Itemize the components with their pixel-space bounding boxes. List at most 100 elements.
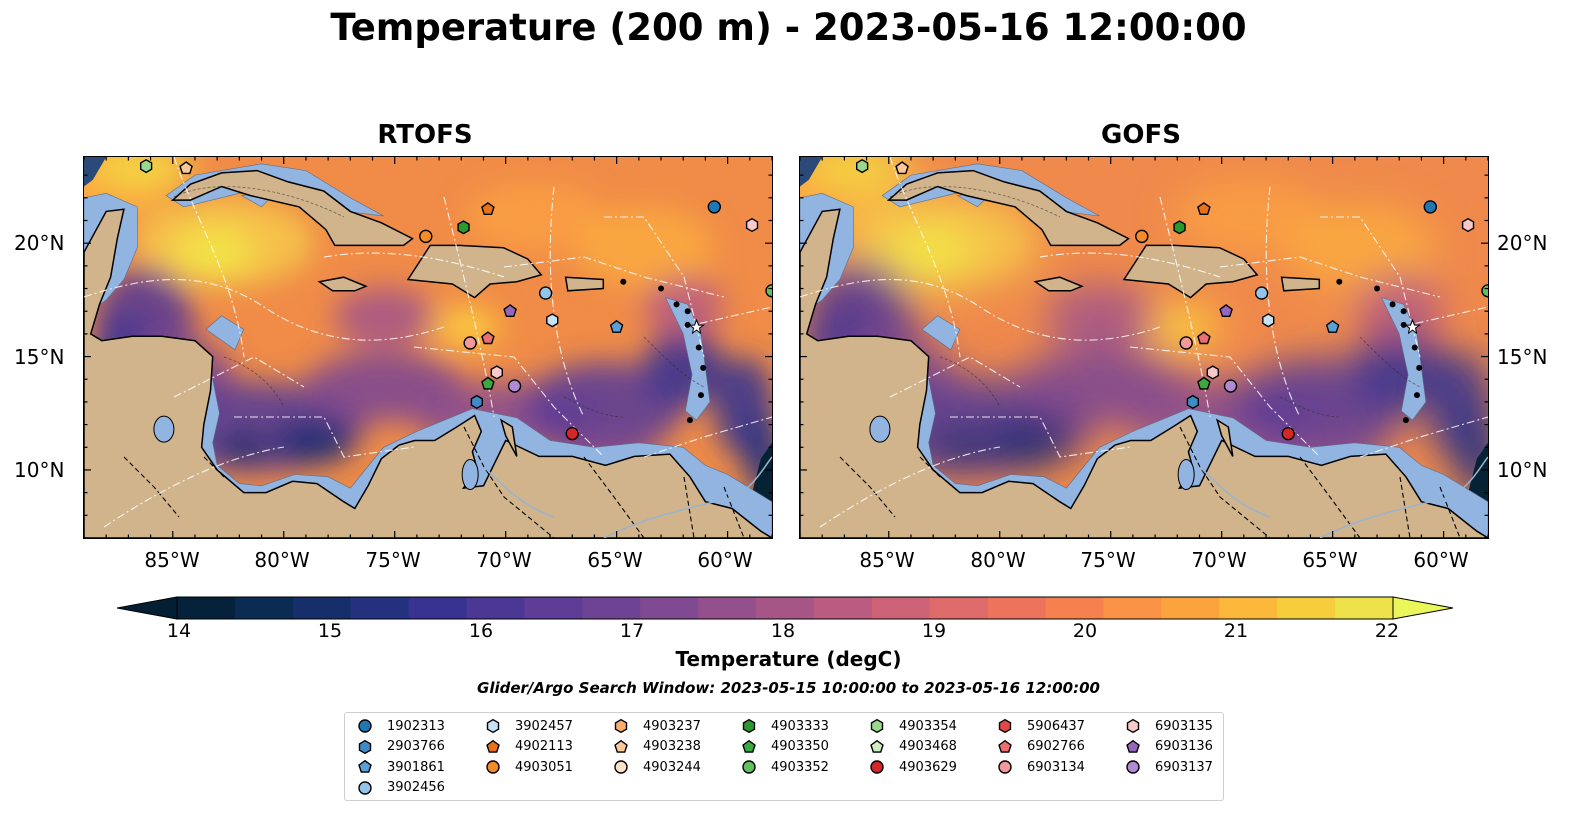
legend-marker[interactable] [358, 759, 372, 773]
colorbar-segment [1161, 597, 1220, 619]
legend-label: 2903766 [387, 739, 445, 754]
colorbar-segment [813, 597, 873, 619]
legend-marker[interactable] [486, 718, 500, 734]
float-marker[interactable] [1197, 331, 1211, 345]
lat-label: 15°N [14, 345, 65, 369]
float-marker[interactable] [1262, 313, 1275, 328]
legend-item: 4903237 [613, 716, 701, 736]
legend-marker[interactable] [998, 739, 1012, 753]
float-marker[interactable] [1481, 284, 1488, 298]
search-window-subtitle: Glider/Argo Search Window: 2023-05-15 10… [477, 679, 1100, 697]
float-marker[interactable] [546, 313, 559, 328]
legend-marker[interactable] [614, 718, 628, 734]
float-marker[interactable] [895, 161, 909, 175]
legend-marker[interactable] [870, 718, 884, 734]
float-marker[interactable] [1206, 365, 1219, 380]
legend-item: 2903766 [357, 737, 445, 757]
lon-label: 70°W [1191, 548, 1247, 572]
float-marker[interactable] [707, 200, 721, 214]
legend-label: 6903134 [1027, 759, 1085, 775]
float-marker[interactable] [1197, 376, 1211, 390]
legend-marker[interactable] [358, 719, 372, 733]
float-marker[interactable] [503, 304, 517, 318]
float-marker[interactable] [1223, 379, 1238, 393]
float-marker[interactable] [481, 376, 495, 390]
float-marker[interactable] [1186, 394, 1199, 410]
float-marker[interactable] [1254, 286, 1269, 300]
lon-label: 70°W [476, 548, 532, 572]
float-marker[interactable] [1135, 229, 1149, 244]
legend-item: 4903354 [869, 716, 957, 736]
legend-item: 4903352 [741, 757, 829, 777]
legend-label: 4903237 [643, 718, 701, 734]
float-marker[interactable] [140, 158, 153, 174]
float-marker[interactable] [745, 217, 759, 233]
float-marker[interactable] [481, 202, 495, 215]
float-marker[interactable] [1423, 200, 1437, 214]
colorbar-segment [466, 597, 526, 619]
legend-marker[interactable] [486, 739, 500, 753]
colorbar-segment [698, 597, 757, 619]
legend-marker[interactable] [1126, 739, 1140, 753]
lat-label: 20°N [1497, 231, 1548, 255]
legend-marker[interactable] [358, 739, 372, 754]
map-panel-gofs[interactable] [799, 156, 1489, 539]
float-marker[interactable] [565, 426, 579, 441]
legend-marker[interactable] [870, 760, 884, 774]
legend-marker[interactable] [1126, 760, 1140, 774]
float-marker[interactable] [1461, 217, 1475, 233]
float-marker[interactable] [765, 284, 772, 298]
legend-label: 1902313 [387, 718, 445, 734]
float-marker[interactable] [609, 319, 624, 333]
float-marker[interactable] [1173, 220, 1186, 235]
float-marker[interactable] [470, 394, 483, 410]
legend-marker[interactable] [614, 760, 628, 774]
legend-marker[interactable] [358, 780, 372, 795]
colorbar-segment [177, 597, 236, 619]
float-marker[interactable] [1325, 319, 1340, 333]
legend-label: 6902766 [1027, 739, 1085, 754]
legend-marker[interactable] [998, 760, 1012, 774]
float-marker[interactable] [481, 331, 495, 345]
float-marker[interactable] [463, 336, 477, 350]
legend-marker[interactable] [998, 718, 1012, 734]
float-marker[interactable] [507, 379, 522, 393]
legend-marker[interactable] [486, 760, 500, 774]
legend-marker[interactable] [742, 718, 756, 734]
float-marker[interactable] [1219, 304, 1233, 318]
legend-item: 1902313 [357, 716, 445, 736]
map-panel-rtofs[interactable] [83, 156, 773, 539]
colorbar-tick: 20 [1072, 620, 1098, 642]
figure-title: Temperature (200 m) - 2023-05-16 12:00:0… [330, 6, 1247, 49]
colorbar-tick: 17 [619, 620, 645, 642]
float-marker[interactable] [856, 158, 869, 174]
float-marker[interactable] [1179, 336, 1193, 350]
lon-label: 65°W [587, 548, 643, 572]
colorbar-tick: 22 [1374, 620, 1400, 642]
float-marker[interactable] [490, 365, 503, 380]
legend-marker[interactable] [870, 739, 884, 753]
legend-marker[interactable] [742, 760, 756, 774]
legend-label: 4903244 [643, 759, 701, 775]
legend-marker[interactable] [1126, 718, 1140, 734]
float-marker[interactable] [457, 220, 470, 235]
legend-label: 4903629 [899, 759, 957, 775]
colorbar-segment [1335, 597, 1394, 619]
colorbar-segment [234, 597, 294, 619]
colorbar-segment [640, 597, 699, 619]
colorbar-segment [582, 597, 641, 619]
float-marker[interactable] [179, 161, 193, 175]
lon-label: 65°W [1302, 548, 1358, 572]
colorbar-segment [929, 597, 989, 619]
legend-label: 6903137 [1155, 759, 1213, 775]
float-marker[interactable] [538, 286, 553, 300]
legend-marker[interactable] [742, 739, 756, 753]
panel-title-rtofs: RTOFS [377, 120, 473, 150]
float-marker[interactable] [1197, 202, 1211, 215]
float-marker[interactable] [419, 229, 433, 244]
lon-label: 75°W [365, 548, 421, 572]
legend-marker[interactable] [614, 739, 628, 753]
colorbar-segment [524, 597, 583, 619]
colorbar-segment [987, 597, 1047, 619]
float-marker[interactable] [1281, 426, 1295, 441]
